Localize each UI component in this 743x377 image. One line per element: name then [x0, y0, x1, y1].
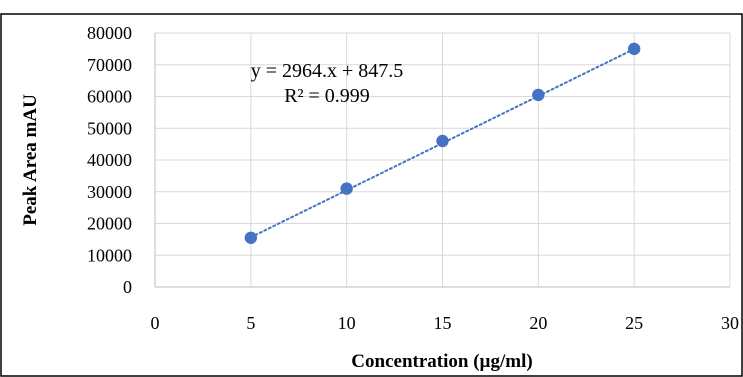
x-axis-title: Concentration (µg/ml) — [351, 351, 532, 372]
trendline-equation: y = 2964.x + 847.5 — [251, 60, 404, 82]
trendline — [249, 48, 636, 239]
x-tick-label: 20 — [529, 313, 547, 333]
y-tick-label: 30000 — [87, 182, 132, 202]
trendline-layer — [249, 48, 636, 239]
r-squared-label: R² = 0.999 — [284, 85, 370, 107]
point-layer — [244, 42, 641, 244]
x-tick-label: 10 — [338, 313, 356, 333]
data-point — [340, 182, 353, 195]
y-tick-label: 80000 — [87, 23, 132, 43]
x-tick-label: 30 — [721, 313, 739, 333]
y-tick-label: 0 — [123, 277, 132, 297]
y-tick-label: 70000 — [87, 55, 132, 75]
y-tick-label: 60000 — [87, 87, 132, 107]
data-point — [436, 134, 449, 148]
y-tick-label: 50000 — [87, 118, 132, 138]
y-tick-label: 20000 — [87, 214, 132, 234]
data-point — [244, 231, 258, 244]
x-tick-label: 25 — [625, 313, 643, 333]
y-tick-label: 10000 — [87, 245, 132, 265]
x-tick-label: 0 — [151, 313, 160, 333]
axis-layer — [154, 33, 730, 288]
data-point — [532, 88, 545, 102]
label-layer: 0 10000 20000 30000 40000 50000 60000 70000 8000… — [87, 23, 739, 333]
chart-frame — [0, 13, 743, 377]
x-tick-label: 15 — [434, 313, 452, 333]
grid-layer — [154, 32, 731, 288]
y-tick-label: 40000 — [87, 150, 132, 170]
y-axis-title: Peak Area mAU — [20, 94, 41, 226]
x-tick-label: 5 — [246, 313, 255, 333]
data-point — [627, 42, 641, 56]
